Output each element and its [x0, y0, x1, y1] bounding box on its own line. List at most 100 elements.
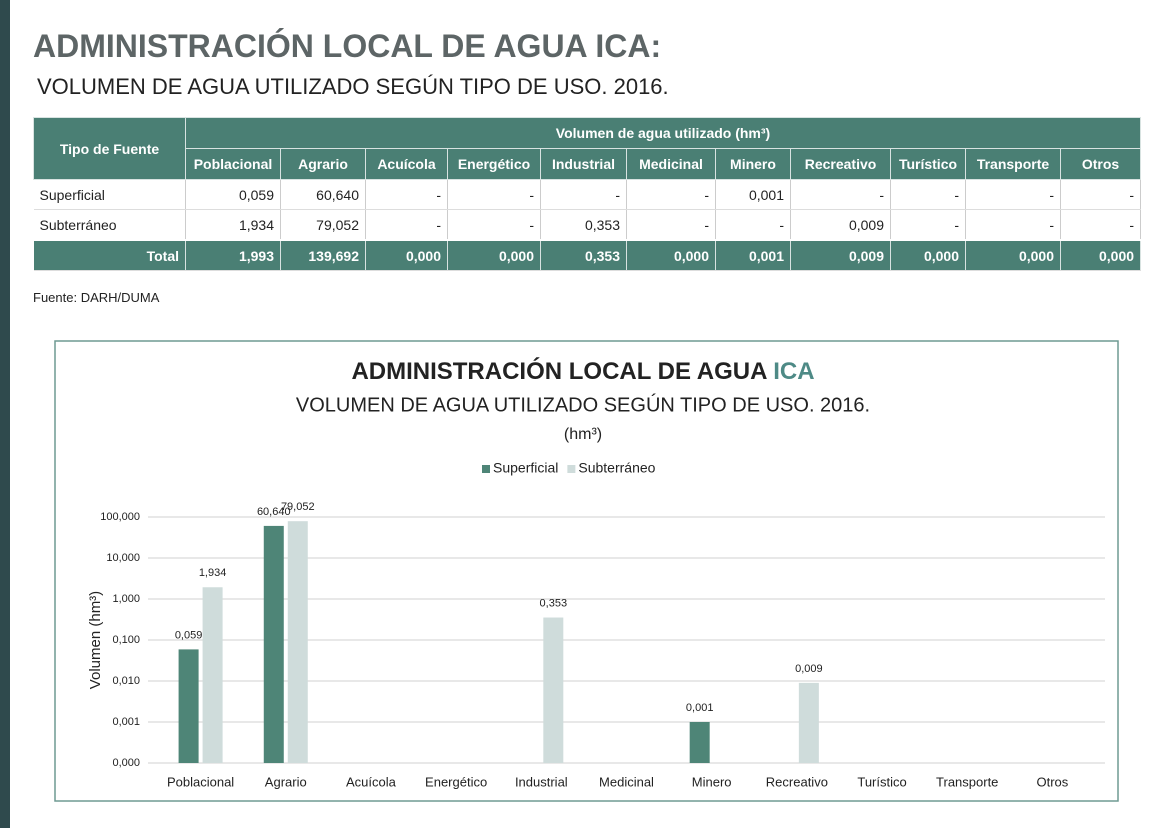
side-strip — [0, 0, 10, 828]
y-tick-label: 1,000 — [112, 593, 140, 605]
table-row: Superficial 0,059 60,640- - - -0,001- - - - — [33, 179, 1142, 210]
column-header: Otros — [1059, 148, 1142, 180]
row-label: Subterráneo — [33, 209, 186, 241]
header-row: Poblacional Agrario Acuícola Energético Indu… — [34, 148, 1142, 180]
chart-title-main: ADMINISTRACIÓN LOCAL DE AGUA — [351, 357, 767, 385]
column-header: Energético — [447, 148, 541, 180]
column-header: Transporte — [965, 148, 1061, 180]
cell: 0,001 — [715, 239, 791, 271]
y-tick-label: 10,000 — [106, 552, 140, 564]
column-header: Recreativo — [790, 148, 891, 180]
y-axis-label: Volumen (hm³) — [87, 591, 104, 689]
cell: - — [365, 179, 448, 210]
x-tick-label: Turístico — [857, 774, 906, 789]
table-row: Subterráneo 1,934 79,052- -0,353- -0,009- - - — [33, 209, 1142, 241]
cell: - — [715, 209, 791, 241]
cell: 0,000 — [365, 239, 448, 271]
bar — [689, 722, 710, 763]
cell: 0,000 — [447, 239, 541, 271]
cell: 0,000 — [890, 239, 966, 271]
bar — [202, 587, 223, 763]
cell: - — [540, 179, 627, 210]
cell: 0,353 — [540, 239, 627, 271]
legend-swatch — [482, 465, 490, 473]
y-tick-label: 100,000 — [100, 511, 140, 523]
y-tick-label: 0,010 — [112, 675, 140, 687]
cell: - — [447, 179, 541, 210]
cell: - — [890, 179, 966, 210]
row-label: Superficial — [33, 179, 186, 210]
column-header: Poblacional — [185, 148, 281, 180]
chart-title-highlight: ICA — [773, 358, 814, 385]
column-header: Minero — [715, 148, 791, 180]
chart-frame — [54, 340, 1119, 802]
x-tick-label: Energético — [425, 774, 487, 789]
legend-label: Superficial — [493, 460, 558, 476]
cell: - — [1060, 209, 1142, 241]
cell: - — [965, 209, 1061, 241]
chart-unit: (hm³) — [564, 426, 602, 443]
column-header: Industrial — [540, 148, 627, 180]
column-header: Acuícola — [365, 148, 448, 180]
x-tick-label: Acuícola — [346, 774, 397, 789]
cell: - — [365, 209, 448, 241]
cell: - — [626, 209, 716, 241]
cell: 0,001 — [715, 179, 791, 210]
bar — [543, 617, 564, 763]
subtitle: VOLUMEN DE AGUA UTILIZADO SEGÚN TIPO DE … — [37, 74, 669, 99]
x-tick-label: Poblacional — [167, 774, 234, 789]
legend-swatch — [567, 465, 576, 473]
cell: 139,692 — [280, 239, 366, 271]
value-label: 60,640 — [257, 506, 291, 518]
bar — [178, 649, 199, 763]
value-label: 0,009 — [795, 663, 823, 675]
y-tick-label: 0,000 — [112, 757, 140, 769]
x-tick-label: Transporte — [936, 774, 998, 789]
x-tick-label: Minero — [692, 774, 732, 789]
cell: - — [447, 209, 541, 241]
header-cell: Tipo de Fuente — [33, 117, 186, 180]
cell: - — [626, 179, 716, 210]
value-label: 79,052 — [281, 501, 315, 513]
y-tick-label: 0,100 — [112, 634, 140, 646]
y-tick-label: 0,001 — [112, 716, 140, 728]
total-row: Total 1,993 139,692 0,000 0,000 0,353 0,000 0,0… — [33, 239, 1142, 271]
title: ADMINISTRACIÓN LOCAL DE AGUA ICA: — [33, 28, 662, 64]
row-label: Total — [33, 239, 186, 271]
bar — [798, 682, 819, 763]
cell: 0,009 — [790, 209, 891, 241]
x-tick-label: Medicinal — [599, 774, 654, 789]
cell: 0,000 — [1060, 239, 1142, 271]
legend-label: Subterráneo — [578, 460, 655, 476]
cell: 60,640 — [280, 179, 366, 210]
source: Fuente: DARH/DUMA — [33, 290, 160, 305]
x-tick-label: Agrario — [265, 774, 307, 789]
cell: 0,000 — [626, 239, 716, 271]
cell: - — [890, 209, 966, 241]
header-group: Volumen de agua utilizado (hm³) — [184, 117, 1142, 149]
chart-subtitle: VOLUMEN DE AGUA UTILIZADO SEGÚN TIPO DE … — [296, 393, 870, 416]
cell: 0,059 — [185, 179, 281, 210]
column-header: Medicinal — [626, 148, 716, 180]
bar — [287, 521, 308, 763]
cell: 79,052 — [280, 209, 366, 241]
x-tick-label: Industrial — [515, 774, 568, 789]
cell: 0,000 — [965, 239, 1061, 271]
cell: 1,934 — [185, 209, 281, 241]
header-row: Tipo de Fuente Volumen de agua utilizado … — [33, 117, 1142, 180]
x-tick-label: Otros — [1037, 774, 1069, 789]
bar — [263, 525, 284, 763]
cell: 0,353 — [540, 209, 627, 241]
value-label: 1,934 — [199, 567, 227, 579]
value-label: 0,059 — [175, 629, 203, 641]
chart-title: ADMINISTRACIÓN LOCAL DE AGUA ICA — [351, 357, 814, 385]
cell: 1,993 — [185, 239, 281, 271]
cell: - — [965, 179, 1061, 210]
data-table: Tipo de Fuente Volumen de agua utilizado … — [33, 117, 1142, 271]
value-label: 0,353 — [540, 597, 568, 609]
cell: 0,009 — [790, 239, 891, 271]
cell: - — [1060, 179, 1142, 210]
value-label: 0,001 — [686, 702, 714, 714]
x-tick-label: Recreativo — [766, 774, 828, 789]
